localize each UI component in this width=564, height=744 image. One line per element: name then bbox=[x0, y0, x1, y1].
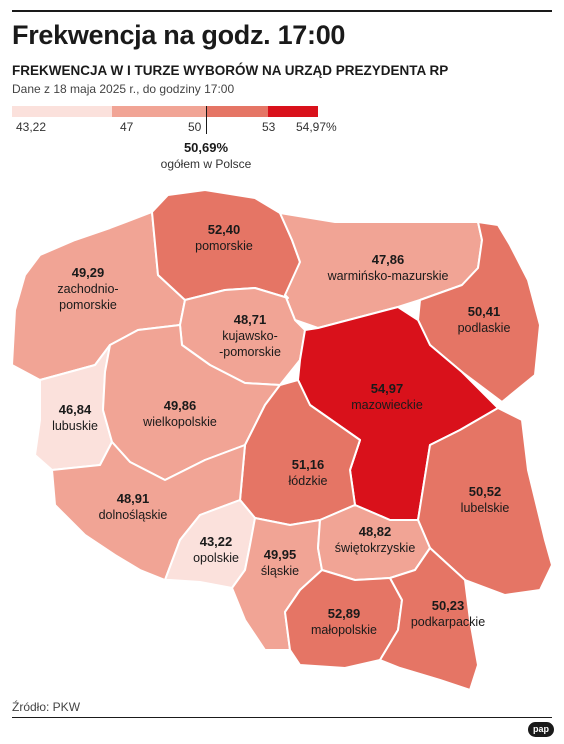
region-value: 50,23 bbox=[431, 598, 465, 613]
region-label-warminsko-mazurskie: 47,86 warmińsko-mazurskie bbox=[313, 252, 463, 284]
date-note: Dane z 18 maja 2025 r., do godziny 17:00 bbox=[12, 82, 235, 96]
region-label-zachodniopomorskie: 49,29 zachodnio- pomorskie bbox=[28, 265, 148, 313]
region-name: podlaskie bbox=[457, 321, 511, 335]
region-value: 49,29 bbox=[71, 265, 105, 280]
region-label-lubelskie: 50,52 lubelskie bbox=[425, 484, 545, 516]
source-note: Źródło: PKW bbox=[12, 700, 81, 714]
region-label-dolnoslaskie: 48,91 dolnośląskie bbox=[73, 491, 193, 523]
region-value: 52,40 bbox=[207, 222, 241, 237]
region-podkarpackie[interactable] bbox=[379, 547, 479, 691]
region-name: dolnośląskie bbox=[98, 508, 168, 522]
page-subtitle: FREKWENCJA W I TURZE WYBORÓW NA URZĄD PR… bbox=[12, 63, 449, 78]
region-value: 52,89 bbox=[327, 606, 361, 621]
region-name: kujawsko- -pomorskie bbox=[219, 329, 281, 359]
region-lubelskie[interactable] bbox=[417, 407, 553, 596]
legend-tick-53: 53 bbox=[262, 120, 276, 134]
page-title: Frekwencja na godz. 17:00 bbox=[12, 20, 346, 50]
region-name: warmińsko-mazurskie bbox=[327, 269, 449, 283]
region-name: lubuskie bbox=[52, 419, 98, 433]
region-value: 48,91 bbox=[116, 491, 150, 506]
region-name: podkarpackie bbox=[410, 615, 486, 629]
region-value: 49,86 bbox=[163, 398, 197, 413]
region-value: 43,22 bbox=[199, 534, 233, 549]
legend-tick-50: 50 bbox=[188, 120, 202, 134]
region-name: opolskie bbox=[193, 551, 239, 565]
region-value: 51,16 bbox=[291, 457, 325, 472]
region-value: 48,82 bbox=[358, 524, 392, 539]
legend-swatch-2 bbox=[112, 106, 206, 117]
region-value: 48,71 bbox=[233, 312, 267, 327]
top-rule bbox=[12, 10, 552, 12]
region-name: małopolskie bbox=[310, 623, 377, 637]
region-name: lubelskie bbox=[460, 501, 510, 515]
legend-swatch-4 bbox=[268, 106, 318, 117]
legend-tick-max: 54,97% bbox=[296, 120, 337, 134]
region-name: mazowieckie bbox=[351, 398, 423, 412]
legend-tick-min: 43,22 bbox=[16, 120, 47, 134]
legend-tick-47: 47 bbox=[120, 120, 134, 134]
pap-logo: pap bbox=[528, 722, 554, 737]
region-label-opolskie: 43,22 opolskie bbox=[156, 534, 276, 566]
average-label: ogółem w Polsce bbox=[160, 157, 252, 171]
region-label-wielkopolskie: 49,86 wielkopolskie bbox=[120, 398, 240, 430]
region-name: wielkopolskie bbox=[143, 415, 217, 429]
region-malopolskie[interactable] bbox=[284, 569, 403, 669]
region-value: 46,84 bbox=[58, 402, 92, 417]
bottom-rule bbox=[12, 717, 552, 718]
region-name: zachodnio- pomorskie bbox=[57, 282, 119, 312]
region-name: pomorskie bbox=[195, 239, 253, 253]
region-label-pomorskie: 52,40 pomorskie bbox=[164, 222, 284, 254]
region-label-malopolskie: 52,89 małopolskie bbox=[284, 606, 404, 638]
region-value: 50,52 bbox=[468, 484, 502, 499]
region-label-lubuskie: 46,84 lubuskie bbox=[15, 402, 135, 434]
region-label-podlaskie: 50,41 podlaskie bbox=[424, 304, 544, 336]
region-value: 47,86 bbox=[371, 252, 405, 267]
region-value: 49,95 bbox=[263, 547, 297, 562]
legend-swatch-1 bbox=[12, 106, 112, 117]
region-value: 50,41 bbox=[467, 304, 501, 319]
average-marker bbox=[206, 106, 207, 134]
region-value: 54,97 bbox=[370, 381, 404, 396]
region-name: świętokrzyskie bbox=[334, 541, 416, 555]
region-label-podkarpackie: 50,23 podkarpackie bbox=[388, 598, 508, 630]
region-label-slaskie: 49,95 śląskie bbox=[220, 547, 340, 579]
average-value: 50,69% bbox=[183, 140, 229, 155]
region-label-kujawsko-pomorskie: 48,71 kujawsko- -pomorskie bbox=[190, 312, 310, 360]
region-name: łódzkie bbox=[288, 474, 328, 488]
legend-swatch-3 bbox=[206, 106, 268, 117]
region-label-mazowieckie: 54,97 mazowieckie bbox=[327, 381, 447, 413]
region-label-lodzkie: 51,16 łódzkie bbox=[248, 457, 368, 489]
region-label-swietokrzyskie: 48,82 świętokrzyskie bbox=[315, 524, 435, 556]
region-name: śląskie bbox=[260, 564, 300, 578]
